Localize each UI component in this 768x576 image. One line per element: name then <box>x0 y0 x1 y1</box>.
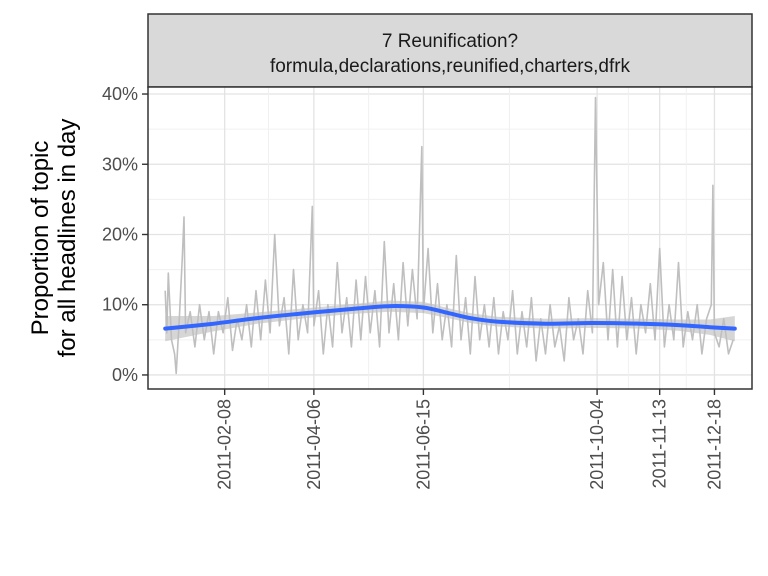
y-axis: 0% 10% 20% 30% 40% <box>102 84 148 385</box>
facet-strip <box>147 13 753 88</box>
x-tick-label: 2011-04-06 <box>304 399 324 490</box>
plot-panel <box>148 87 752 389</box>
smooth-series-layer <box>163 304 737 331</box>
panel-title: 7 Reunification? <box>382 31 518 52</box>
y-tick-label: 30% <box>102 154 138 174</box>
panel-subtitle: formula,declarations,reunified,charters,… <box>270 56 631 77</box>
confidence-band-layer <box>165 300 735 342</box>
x-tick-label: 2011-02-08 <box>215 399 235 490</box>
y-tick-label: 40% <box>102 84 138 104</box>
x-tick-label: 2011-11-13 <box>650 399 670 488</box>
y-tick-label: 20% <box>102 224 138 244</box>
x-tick-label: 2011-10-04 <box>587 399 607 490</box>
y-axis-label-line2: for all headlines in day <box>54 119 81 358</box>
x-tick-label: 2011-12-18 <box>704 399 724 490</box>
x-axis: 2011-02-08 2011-04-06 2011-06-15 2011-10-04… <box>215 389 724 490</box>
x-tick-label: 2011-06-15 <box>413 399 433 490</box>
smooth-series-line <box>163 304 737 331</box>
confidence-band <box>165 300 735 342</box>
plot-border <box>147 86 753 390</box>
y-tick-label: 10% <box>102 295 138 315</box>
y-tick-label: 0% <box>112 365 138 385</box>
y-axis-label-line1: Proportion of topic <box>27 141 54 336</box>
